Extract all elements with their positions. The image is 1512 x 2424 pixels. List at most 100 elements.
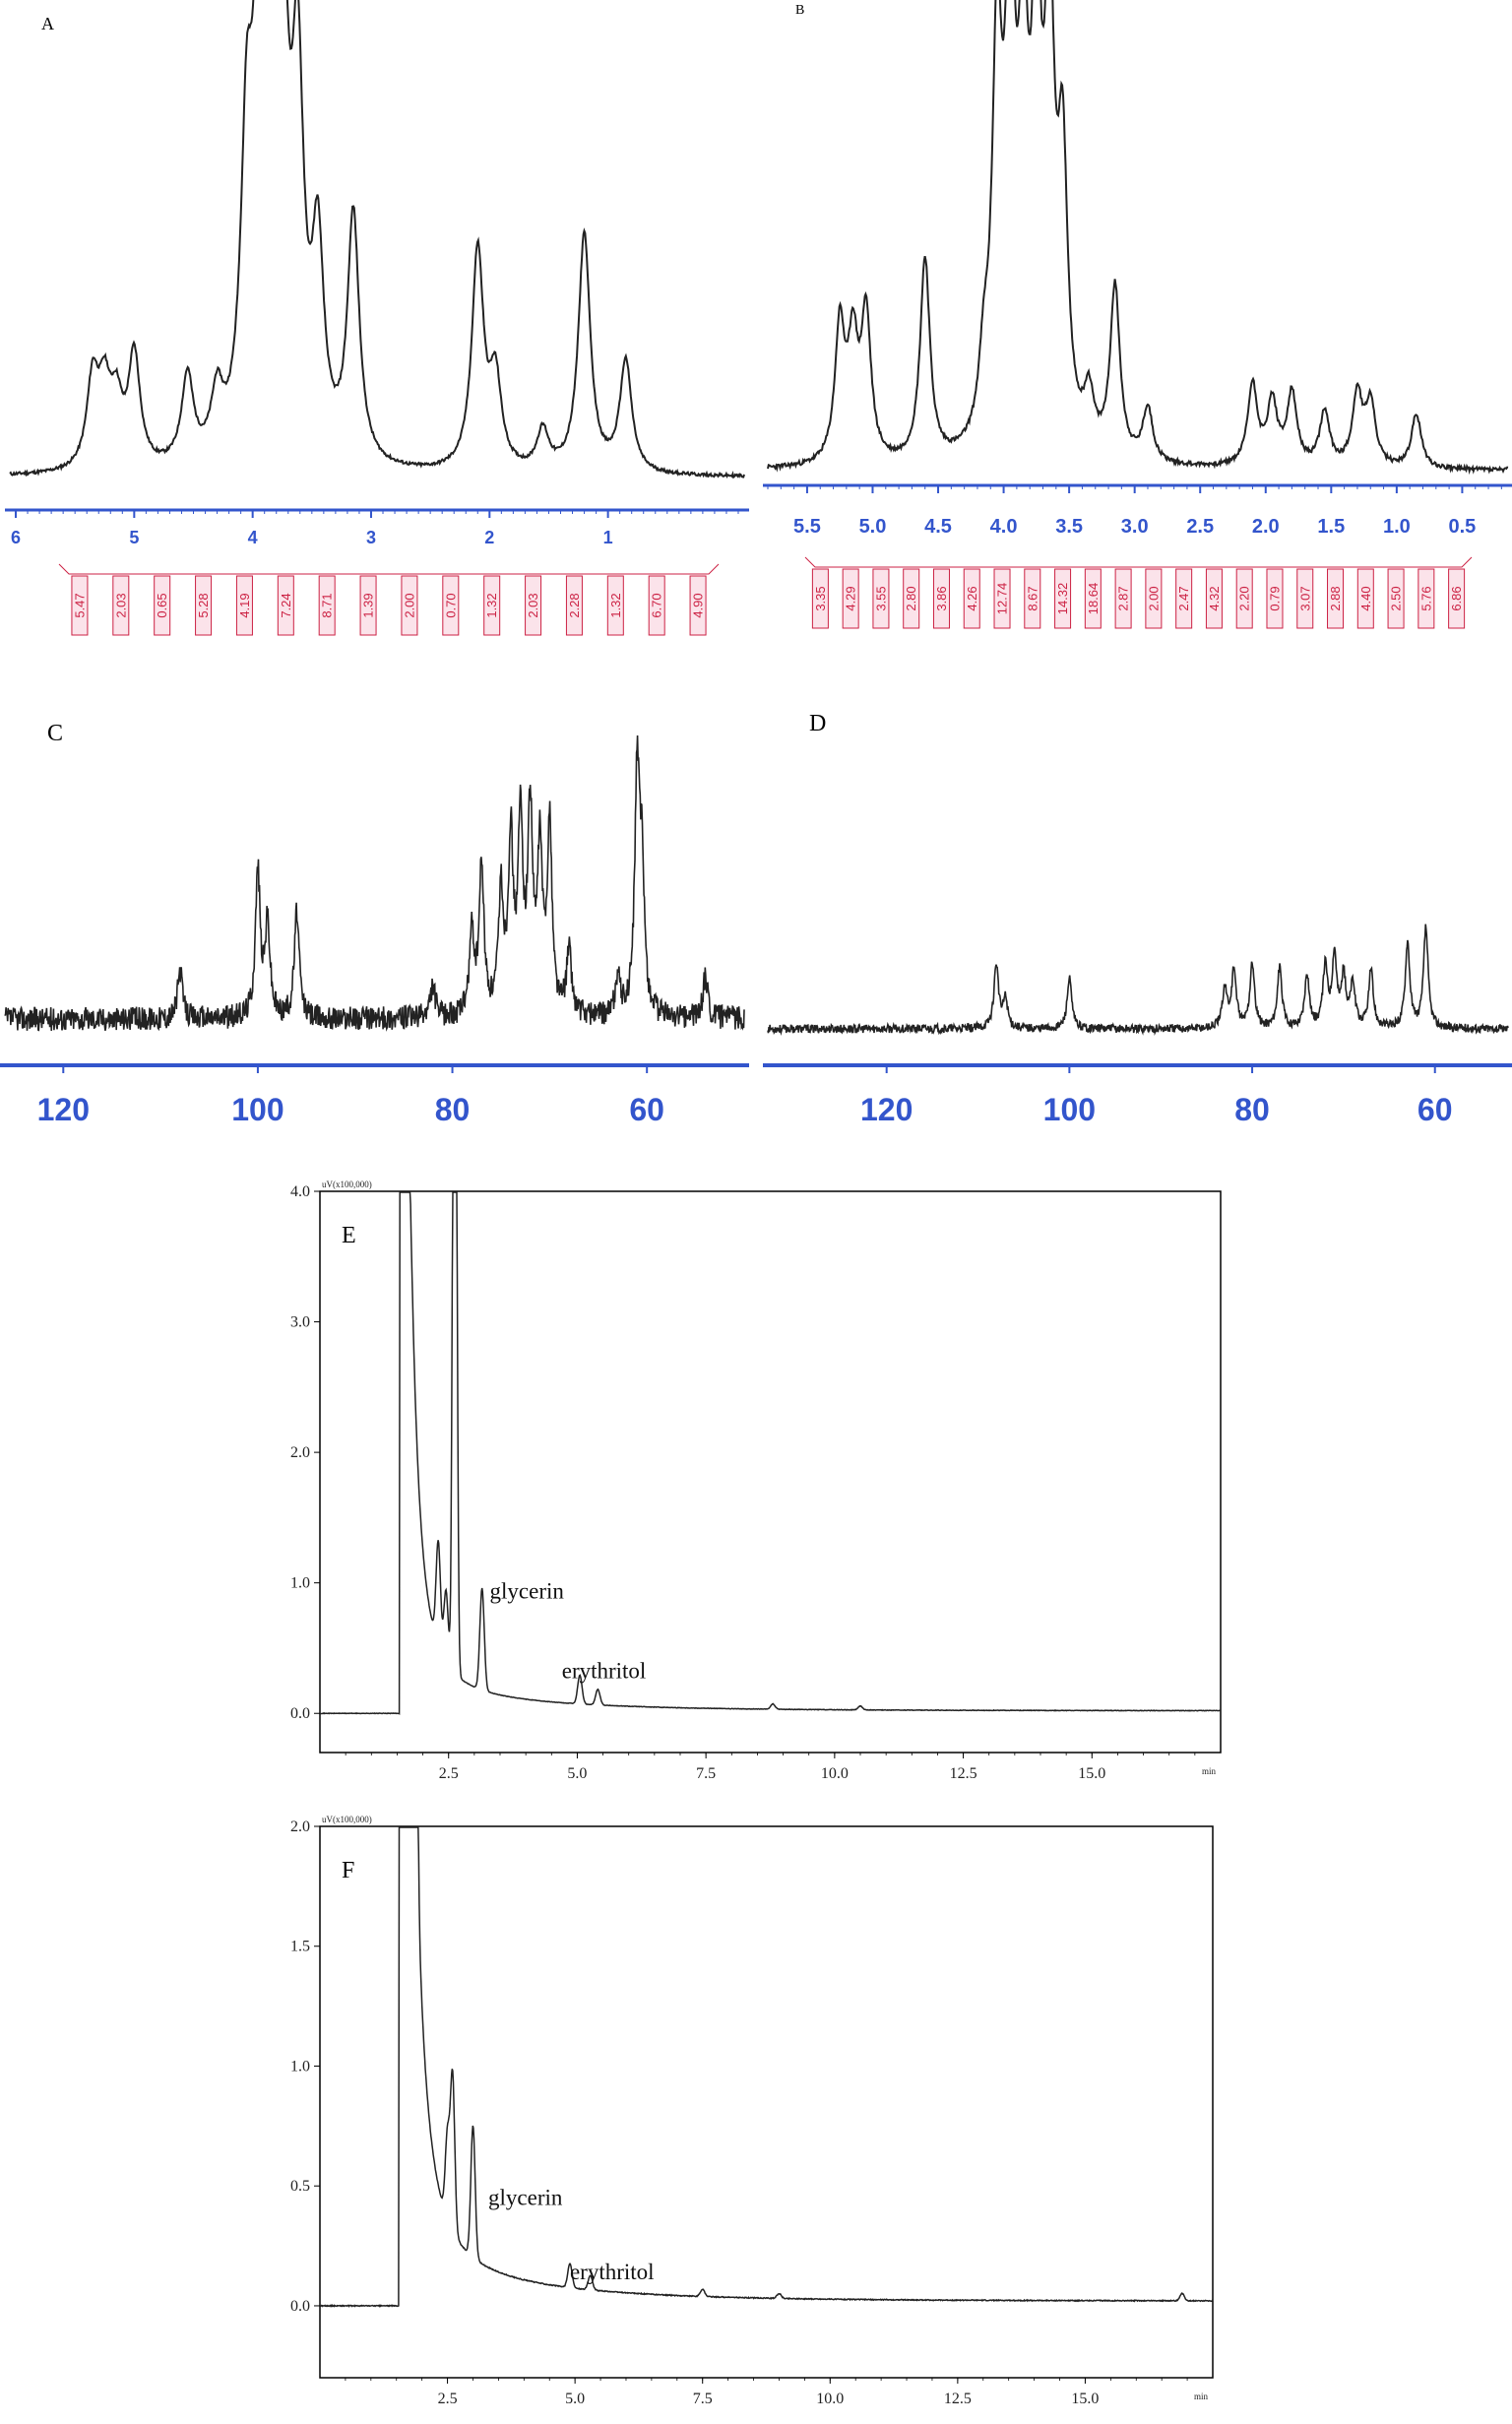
panel-label: E (342, 1223, 356, 1248)
tick-label: 6 (11, 528, 21, 547)
integral-label: 1.32 (483, 575, 501, 636)
integral-label: 6.86 (1448, 568, 1466, 629)
integral-label: 4.32 (1205, 568, 1223, 629)
y-unit: uV(x100,000) (322, 1180, 372, 1189)
y-tick-label: 1.0 (290, 2058, 310, 2074)
tick-label: 2.0 (1252, 516, 1280, 538)
integral-label: 12.74 (993, 568, 1011, 629)
peak-annotation: erythritol (570, 2260, 655, 2284)
peak-annotation: glycerin (488, 2186, 563, 2210)
tick-label: 120 (37, 1092, 90, 1127)
tick-label: 3 (366, 528, 376, 547)
svg-text:2.03: 2.03 (526, 593, 540, 617)
tick-label: 2.5 (1186, 516, 1214, 538)
y-tick-label: 2.0 (290, 1818, 310, 1835)
svg-text:2.03: 2.03 (113, 593, 128, 617)
integral-label: 4.19 (235, 575, 253, 636)
svg-text:3.86: 3.86 (934, 586, 949, 610)
integral-label: 18.64 (1084, 568, 1102, 629)
svg-text:2.28: 2.28 (567, 593, 582, 617)
tick-label: 100 (231, 1092, 284, 1127)
integral-label: 0.79 (1266, 568, 1284, 629)
tick-label: 1.5 (1317, 516, 1345, 538)
svg-text:2.47: 2.47 (1176, 586, 1191, 610)
integral-label: 5.47 (71, 575, 89, 636)
panel-b: B 5.5 5.0 4.5 4.0 3.5 3.0 2.5 2.0 1.5 1.0 0.5 3.35 4.… (763, 0, 1512, 629)
panel-d: D 120 100 80 60 (763, 711, 1512, 1127)
tick-label: 100 (1043, 1092, 1096, 1127)
chromatogram-trace (320, 1191, 1222, 1715)
tick-label: 2 (484, 528, 494, 547)
svg-text:4.19: 4.19 (237, 593, 252, 617)
chromatogram-trace (319, 1826, 1214, 2308)
svg-text:8.71: 8.71 (320, 593, 335, 617)
svg-text:0.70: 0.70 (443, 593, 458, 617)
integral-label: 2.03 (525, 575, 542, 636)
integral-label: 4.90 (689, 575, 707, 636)
spectrum-trace (767, 0, 1509, 476)
integral-label: 2.00 (401, 575, 418, 636)
svg-text:4.90: 4.90 (691, 593, 706, 617)
svg-text:14.32: 14.32 (1055, 583, 1070, 615)
svg-text:4.40: 4.40 (1358, 586, 1373, 610)
integral-bracket (58, 563, 720, 575)
panel-a: A 6 5 4 3 2 1 5.47 2.03 0.65 5.28 4.19 7.24 8.71 1.39 2… (5, 0, 749, 636)
integral-label: 3.35 (811, 568, 829, 629)
integral-label: 14.32 (1054, 568, 1072, 629)
x-unit: min (1194, 2392, 1209, 2401)
x-tick-label: 2.5 (439, 1765, 459, 1782)
tick-label: 3.0 (1121, 516, 1149, 538)
integral-label: 3.86 (932, 568, 950, 629)
tick-label: 4.0 (990, 516, 1018, 538)
panel-label: B (795, 3, 804, 18)
peak-annotation: glycerin (490, 1579, 565, 1604)
integral-label: 8.71 (318, 575, 336, 636)
y-tick-label: 1.0 (290, 1575, 310, 1592)
svg-text:4.29: 4.29 (844, 586, 858, 610)
svg-text:2.00: 2.00 (402, 593, 416, 617)
svg-text:12.74: 12.74 (995, 583, 1010, 615)
integral-label: 2.80 (903, 568, 920, 629)
y-tick-label: 0.5 (290, 2178, 310, 2195)
integral-label: 6.70 (648, 575, 665, 636)
plot-frame (319, 1825, 1214, 2379)
panel-label: D (809, 711, 826, 736)
y-tick-label: 2.0 (290, 1444, 310, 1461)
svg-text:0.79: 0.79 (1267, 586, 1282, 610)
x-tick-label: 15.0 (1078, 1765, 1105, 1782)
x-tick-label: 5.0 (567, 1765, 587, 1782)
integral-label: 4.40 (1356, 568, 1374, 629)
svg-text:5.76: 5.76 (1418, 586, 1433, 610)
tick-label: 5.5 (793, 516, 821, 538)
svg-text:5.47: 5.47 (72, 593, 87, 617)
panel-label: F (342, 1858, 354, 1883)
svg-text:2.80: 2.80 (904, 586, 918, 610)
integral-label: 2.20 (1235, 568, 1253, 629)
tick-label: 80 (1234, 1092, 1270, 1127)
y-tick-label: 4.0 (290, 1183, 310, 1200)
x-tick-label: 10.0 (821, 1765, 849, 1782)
tick-label: 60 (629, 1092, 664, 1127)
spectrum-trace (4, 734, 745, 1032)
tick-label: 4.5 (924, 516, 952, 538)
x-tick-label: 7.5 (693, 2391, 713, 2407)
tick-label: 1.0 (1383, 516, 1411, 538)
panel-f: 0.0 0.5 1.0 1.5 2.0 2.5 5.0 7.5 10.0 12.5 15.0 min u… (290, 1815, 1214, 2407)
svg-text:8.67: 8.67 (1025, 586, 1040, 610)
integral-label: 2.28 (565, 575, 583, 636)
y-tick-label: 3.0 (290, 1314, 310, 1331)
integral-label: 2.03 (112, 575, 130, 636)
panel-e: 0.0 1.0 2.0 3.0 4.0 2.5 5.0 7.5 10.0 12.5 15.0 min u… (290, 1180, 1222, 1782)
integral-label: 4.29 (842, 568, 859, 629)
x-tick-label: 7.5 (696, 1765, 716, 1782)
svg-text:18.64: 18.64 (1086, 583, 1101, 615)
svg-text:6.70: 6.70 (650, 593, 664, 617)
svg-text:2.88: 2.88 (1328, 586, 1343, 610)
integral-label: 3.07 (1296, 568, 1314, 629)
tick-label: 0.5 (1449, 516, 1477, 538)
svg-text:4.26: 4.26 (965, 586, 979, 610)
tick-label: 5 (129, 528, 139, 547)
y-unit: uV(x100,000) (322, 1815, 372, 1824)
svg-text:2.50: 2.50 (1389, 586, 1404, 610)
